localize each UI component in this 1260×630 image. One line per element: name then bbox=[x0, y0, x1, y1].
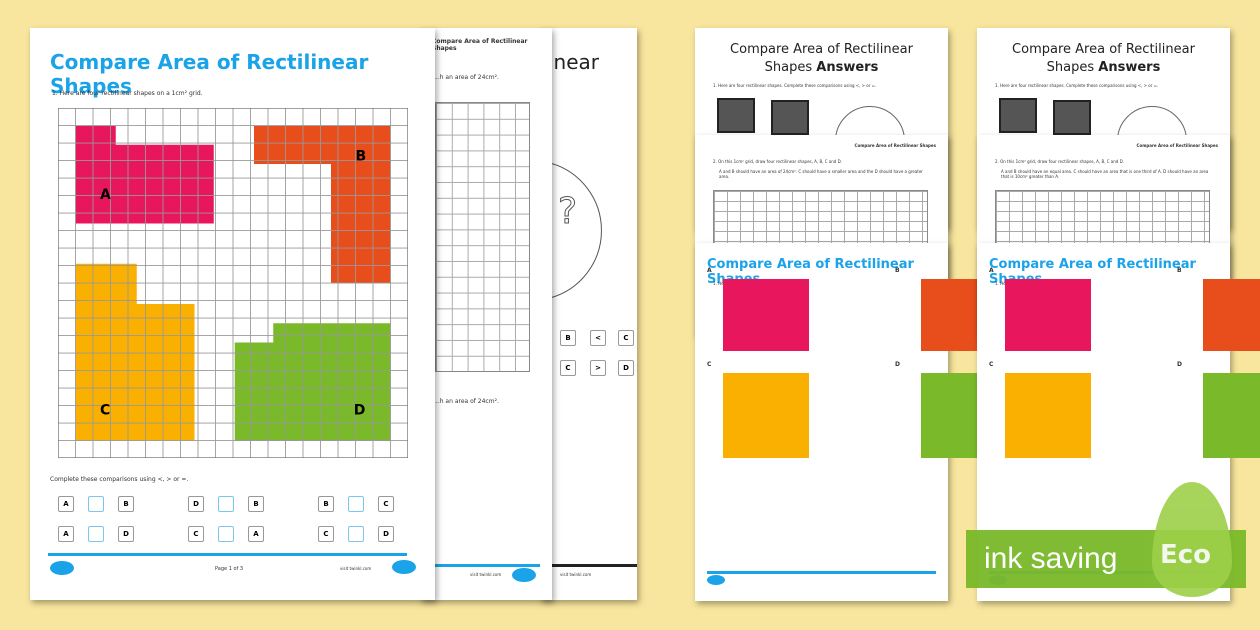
shape-a bbox=[75, 125, 214, 224]
compare-shape-box: C bbox=[378, 496, 394, 512]
answer-box[interactable] bbox=[218, 526, 234, 542]
page-header: Compare Area of Rectilinear Shapes bbox=[1136, 143, 1218, 148]
shapes-grid: A B C D bbox=[58, 108, 408, 458]
shape-c bbox=[1005, 373, 1091, 458]
answers-title: Shapes bbox=[764, 60, 813, 75]
twinkl-logo bbox=[707, 575, 725, 585]
compare-shape-box: A bbox=[58, 496, 74, 512]
website-text: visit twinkl.com bbox=[470, 572, 502, 577]
compare-shape-box: D bbox=[188, 496, 204, 512]
footer-line bbox=[540, 564, 637, 567]
worksheet-title: Compare Area of Rectilinear Shapes bbox=[50, 50, 369, 98]
compare-box: < bbox=[590, 330, 606, 346]
compare-shape-box: C bbox=[318, 526, 334, 542]
shape-label: B bbox=[895, 267, 900, 274]
compare-box: C bbox=[560, 360, 576, 376]
footer-line bbox=[707, 571, 936, 574]
shape-label-b: B bbox=[356, 149, 367, 165]
worksheet-page-2: Compare Area of Rectilinear Shapes ...h … bbox=[420, 28, 552, 600]
worksheet-page-1: Compare Area of Rectilinear Shapes 1. He… bbox=[695, 243, 1005, 601]
compare-box: B bbox=[560, 330, 576, 346]
compare-shape-box: B bbox=[118, 496, 134, 512]
title-fragment: inear bbox=[548, 50, 600, 74]
answer-shape bbox=[1053, 100, 1091, 135]
shape-label-c: C bbox=[100, 402, 110, 418]
question-text: 1. Here are four rectilinear shapes on a… bbox=[52, 90, 203, 97]
compare-shape-box: D bbox=[378, 526, 394, 542]
compare-box: C bbox=[618, 330, 634, 346]
compare-box: D bbox=[618, 360, 634, 376]
shape-label: C bbox=[989, 361, 994, 368]
question-text: 1. Here are four rectilinear shapes. Com… bbox=[713, 83, 877, 88]
answer-shape bbox=[999, 98, 1037, 133]
leaf-icon: Eco bbox=[1152, 482, 1232, 597]
compare-shape-box: A bbox=[58, 526, 74, 542]
worksheet-page-3: inear ? B < C C > D visit twinkl.com bbox=[540, 28, 637, 600]
footer-line bbox=[420, 564, 540, 567]
answer-shape bbox=[771, 100, 809, 135]
question-mark-globe-illustration: ? bbox=[550, 163, 602, 299]
question-text: ...h an area of 24cm². bbox=[434, 74, 499, 81]
svg-text:?: ? bbox=[558, 191, 577, 232]
compare-shape-box: A bbox=[248, 526, 264, 542]
shape-label: D bbox=[895, 361, 900, 368]
question-text: 1. Here are four rectilinear shapes. Com… bbox=[995, 83, 1159, 88]
instruction-text: Complete these comparisons using <, > or… bbox=[50, 476, 189, 483]
answers-title: Compare Area of Rectilinear bbox=[730, 42, 913, 57]
shape-label: A bbox=[707, 267, 712, 274]
ink-saving-text: ink saving bbox=[984, 542, 1118, 575]
compare-box: > bbox=[590, 360, 606, 376]
twinkl-logo bbox=[512, 568, 536, 582]
compare-shape-box: D bbox=[118, 526, 134, 542]
compare-shape-box: C bbox=[188, 526, 204, 542]
shape-c bbox=[75, 263, 195, 441]
eco-label: Eco bbox=[1160, 540, 1212, 570]
website-text: visit twinkl.com bbox=[340, 566, 372, 571]
worksheet-page-1: Compare Area of Rectilinear Shapes 1. He… bbox=[30, 28, 435, 600]
drawing-grid bbox=[995, 190, 1210, 250]
shape-label-a: A bbox=[100, 187, 111, 203]
shape-d bbox=[1203, 373, 1260, 458]
shape-label: C bbox=[707, 361, 712, 368]
twinkl-logo bbox=[50, 561, 74, 575]
shape-label: D bbox=[1177, 361, 1182, 368]
page-number: Page 1 of 3 bbox=[215, 566, 244, 572]
twinkl-logo bbox=[392, 560, 416, 574]
answer-box[interactable] bbox=[88, 526, 104, 542]
footer-line bbox=[48, 553, 407, 556]
shape-b bbox=[254, 125, 391, 283]
answer-box[interactable] bbox=[348, 496, 364, 512]
shape-b bbox=[1203, 279, 1260, 351]
answers-title: Shapes bbox=[1046, 60, 1095, 75]
page-header: Compare Area of Rectilinear Shapes bbox=[432, 38, 528, 52]
question-text: 2. On this 1cm² grid, draw four rectilin… bbox=[995, 159, 1124, 164]
question-text: A and B should have an area of 24cm². C … bbox=[719, 169, 923, 179]
answers-label: Answers bbox=[1098, 60, 1161, 75]
website-text: visit twinkl.com bbox=[560, 572, 592, 577]
question-text: ...h an area of 24cm². bbox=[434, 398, 499, 405]
answers-title: Compare Area of Rectilinear bbox=[1012, 42, 1195, 57]
answer-box[interactable] bbox=[88, 496, 104, 512]
shape-label: B bbox=[1177, 267, 1182, 274]
answer-box[interactable] bbox=[218, 496, 234, 512]
page-header: Compare Area of Rectilinear Shapes bbox=[854, 143, 936, 148]
answer-shape bbox=[717, 98, 755, 133]
shape-a bbox=[723, 279, 809, 351]
compare-shape-box: B bbox=[248, 496, 264, 512]
question-text: 2. On this 1cm² grid, draw four rectilin… bbox=[713, 159, 842, 164]
shape-a bbox=[1005, 279, 1091, 351]
shape-label-d: D bbox=[354, 402, 366, 418]
shape-c bbox=[723, 373, 809, 458]
question-text: A and B should have an equal area. C sho… bbox=[1001, 169, 1209, 179]
answers-label: Answers bbox=[816, 60, 879, 75]
answer-box[interactable] bbox=[348, 526, 364, 542]
drawing-grid bbox=[435, 102, 530, 372]
shape-label: A bbox=[989, 267, 994, 274]
compare-shape-box: B bbox=[318, 496, 334, 512]
drawing-grid bbox=[713, 190, 928, 250]
